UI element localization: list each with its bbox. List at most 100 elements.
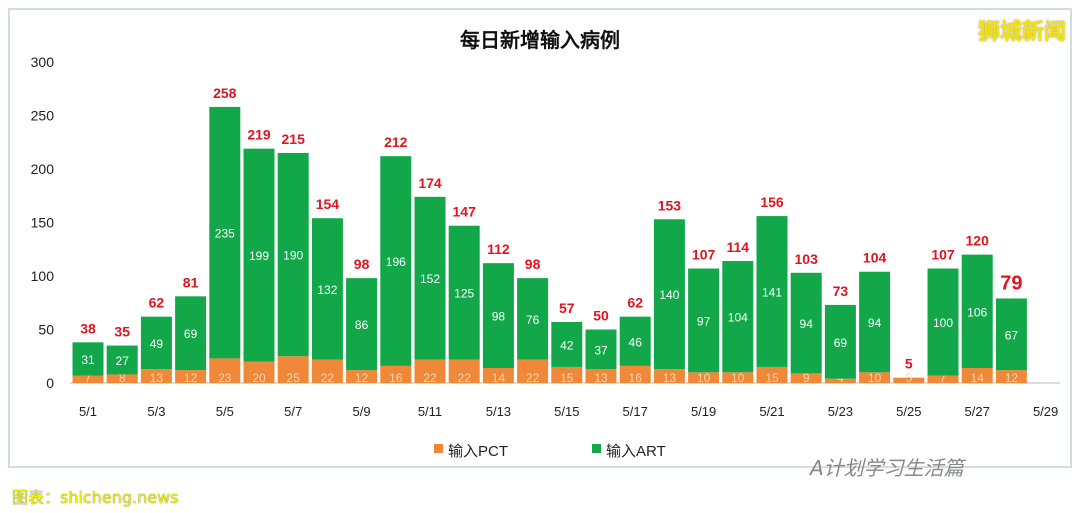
bar-value-label: 235 <box>215 227 235 241</box>
bar-art <box>722 261 754 373</box>
total-label: 79 <box>1000 272 1022 294</box>
legend-label: 输入ART <box>606 443 666 460</box>
bar-art <box>688 268 720 373</box>
bar-art <box>311 218 343 360</box>
bar-value-label: 25 <box>287 371 301 385</box>
x-tick-label: 5/29 <box>1033 404 1058 419</box>
bar-art <box>140 316 172 370</box>
bar-art <box>859 271 891 373</box>
bar-value-label: 7 <box>85 371 92 385</box>
bar-pct <box>380 365 412 383</box>
total-label: 107 <box>931 247 955 263</box>
bar-pct <box>790 373 822 383</box>
bar-value-label: 42 <box>560 338 574 352</box>
y-tick-label: 100 <box>31 268 55 284</box>
y-tick-label: 50 <box>38 322 54 338</box>
x-tick-label: 5/19 <box>691 404 716 419</box>
bar-value-label: 94 <box>868 316 882 330</box>
bar-value-label: 132 <box>317 283 337 297</box>
bar-pct <box>243 361 275 383</box>
bar-value-label: 69 <box>834 336 848 350</box>
bar-art <box>653 219 685 370</box>
total-label: 98 <box>525 256 541 272</box>
bar-value-label: 67 <box>1005 328 1019 342</box>
bar-pct <box>448 359 480 383</box>
bar-art <box>448 225 480 360</box>
bar-art <box>995 298 1027 371</box>
bar-value-label: 141 <box>762 286 782 300</box>
total-label: 103 <box>795 251 819 267</box>
x-tick-label: 5/7 <box>284 404 302 419</box>
bar-pct <box>414 359 446 383</box>
total-label: 5 <box>905 356 913 372</box>
bar-value-label: 13 <box>150 371 164 385</box>
bar-pct <box>72 375 104 383</box>
bar-art <box>961 254 993 369</box>
x-tick-label: 5/27 <box>965 404 990 419</box>
total-label: 153 <box>658 197 682 213</box>
bar-value-label: 27 <box>116 354 130 368</box>
bar-value-label: 20 <box>252 371 266 385</box>
total-label: 50 <box>593 308 609 324</box>
bar-value-label: 12 <box>184 371 198 385</box>
bar-pct <box>277 356 309 383</box>
bar-pct <box>209 358 241 383</box>
bar-pct <box>140 369 172 383</box>
bar-art <box>175 296 207 371</box>
x-tick-label: 5/21 <box>759 404 784 419</box>
bar-value-label: 22 <box>321 371 335 385</box>
bar-pct <box>927 375 959 383</box>
bar-value-label: 9 <box>803 371 810 385</box>
bar-value-label: 16 <box>389 371 403 385</box>
x-tick-label: 5/11 <box>418 404 442 419</box>
bar-value-label: 22 <box>458 371 472 385</box>
x-tick-label: 5/9 <box>353 404 371 419</box>
bar-value-label: 23 <box>218 371 232 385</box>
bar-art <box>824 304 856 379</box>
bar-value-label: 10 <box>868 371 882 385</box>
bar-value-label: 69 <box>184 327 198 341</box>
bar-value-label: 14 <box>971 371 985 385</box>
bar-value-label: 13 <box>594 371 608 385</box>
bar-art <box>927 268 959 376</box>
bar-value-label: 94 <box>800 317 814 331</box>
bar-pct <box>619 365 651 383</box>
total-label: 35 <box>114 324 130 340</box>
total-label: 81 <box>183 274 199 290</box>
bar-art <box>346 278 378 371</box>
bar-pct <box>688 372 720 383</box>
total-label: 38 <box>80 320 96 336</box>
bar-pct <box>585 369 617 383</box>
bar-value-label: 8 <box>119 371 126 385</box>
total-label: 212 <box>384 134 408 150</box>
total-label: 98 <box>354 256 370 272</box>
total-label: 112 <box>487 241 510 257</box>
total-label: 114 <box>727 239 750 255</box>
total-label: 120 <box>966 233 990 249</box>
total-label: 73 <box>833 283 849 299</box>
bar-value-label: 76 <box>526 313 540 327</box>
y-tick-label: 250 <box>31 108 55 124</box>
y-tick-label: 150 <box>31 215 55 231</box>
bar-pct <box>517 359 549 383</box>
bar-value-label: 31 <box>81 353 95 367</box>
bar-value-label: 15 <box>560 371 574 385</box>
bar-value-label: 199 <box>249 249 269 263</box>
bar-value-label: 7 <box>940 371 947 385</box>
bar-pct <box>995 370 1027 383</box>
total-label: 219 <box>247 127 271 143</box>
bar-value-label: 125 <box>454 287 474 301</box>
legend-label: 输入PCT <box>448 443 508 460</box>
chart-frame <box>8 8 1072 468</box>
bar-value-label: 13 <box>663 371 677 385</box>
bar-pct <box>961 368 993 383</box>
bar-pct <box>551 366 583 383</box>
total-label: 154 <box>316 196 340 212</box>
bar-art <box>380 156 412 366</box>
total-label: 57 <box>559 300 575 316</box>
chart-credit: 图表：shicheng.news <box>12 488 179 507</box>
bar-pct <box>893 377 925 383</box>
total-label: 107 <box>692 247 716 263</box>
x-tick-label: 5/25 <box>896 404 921 419</box>
